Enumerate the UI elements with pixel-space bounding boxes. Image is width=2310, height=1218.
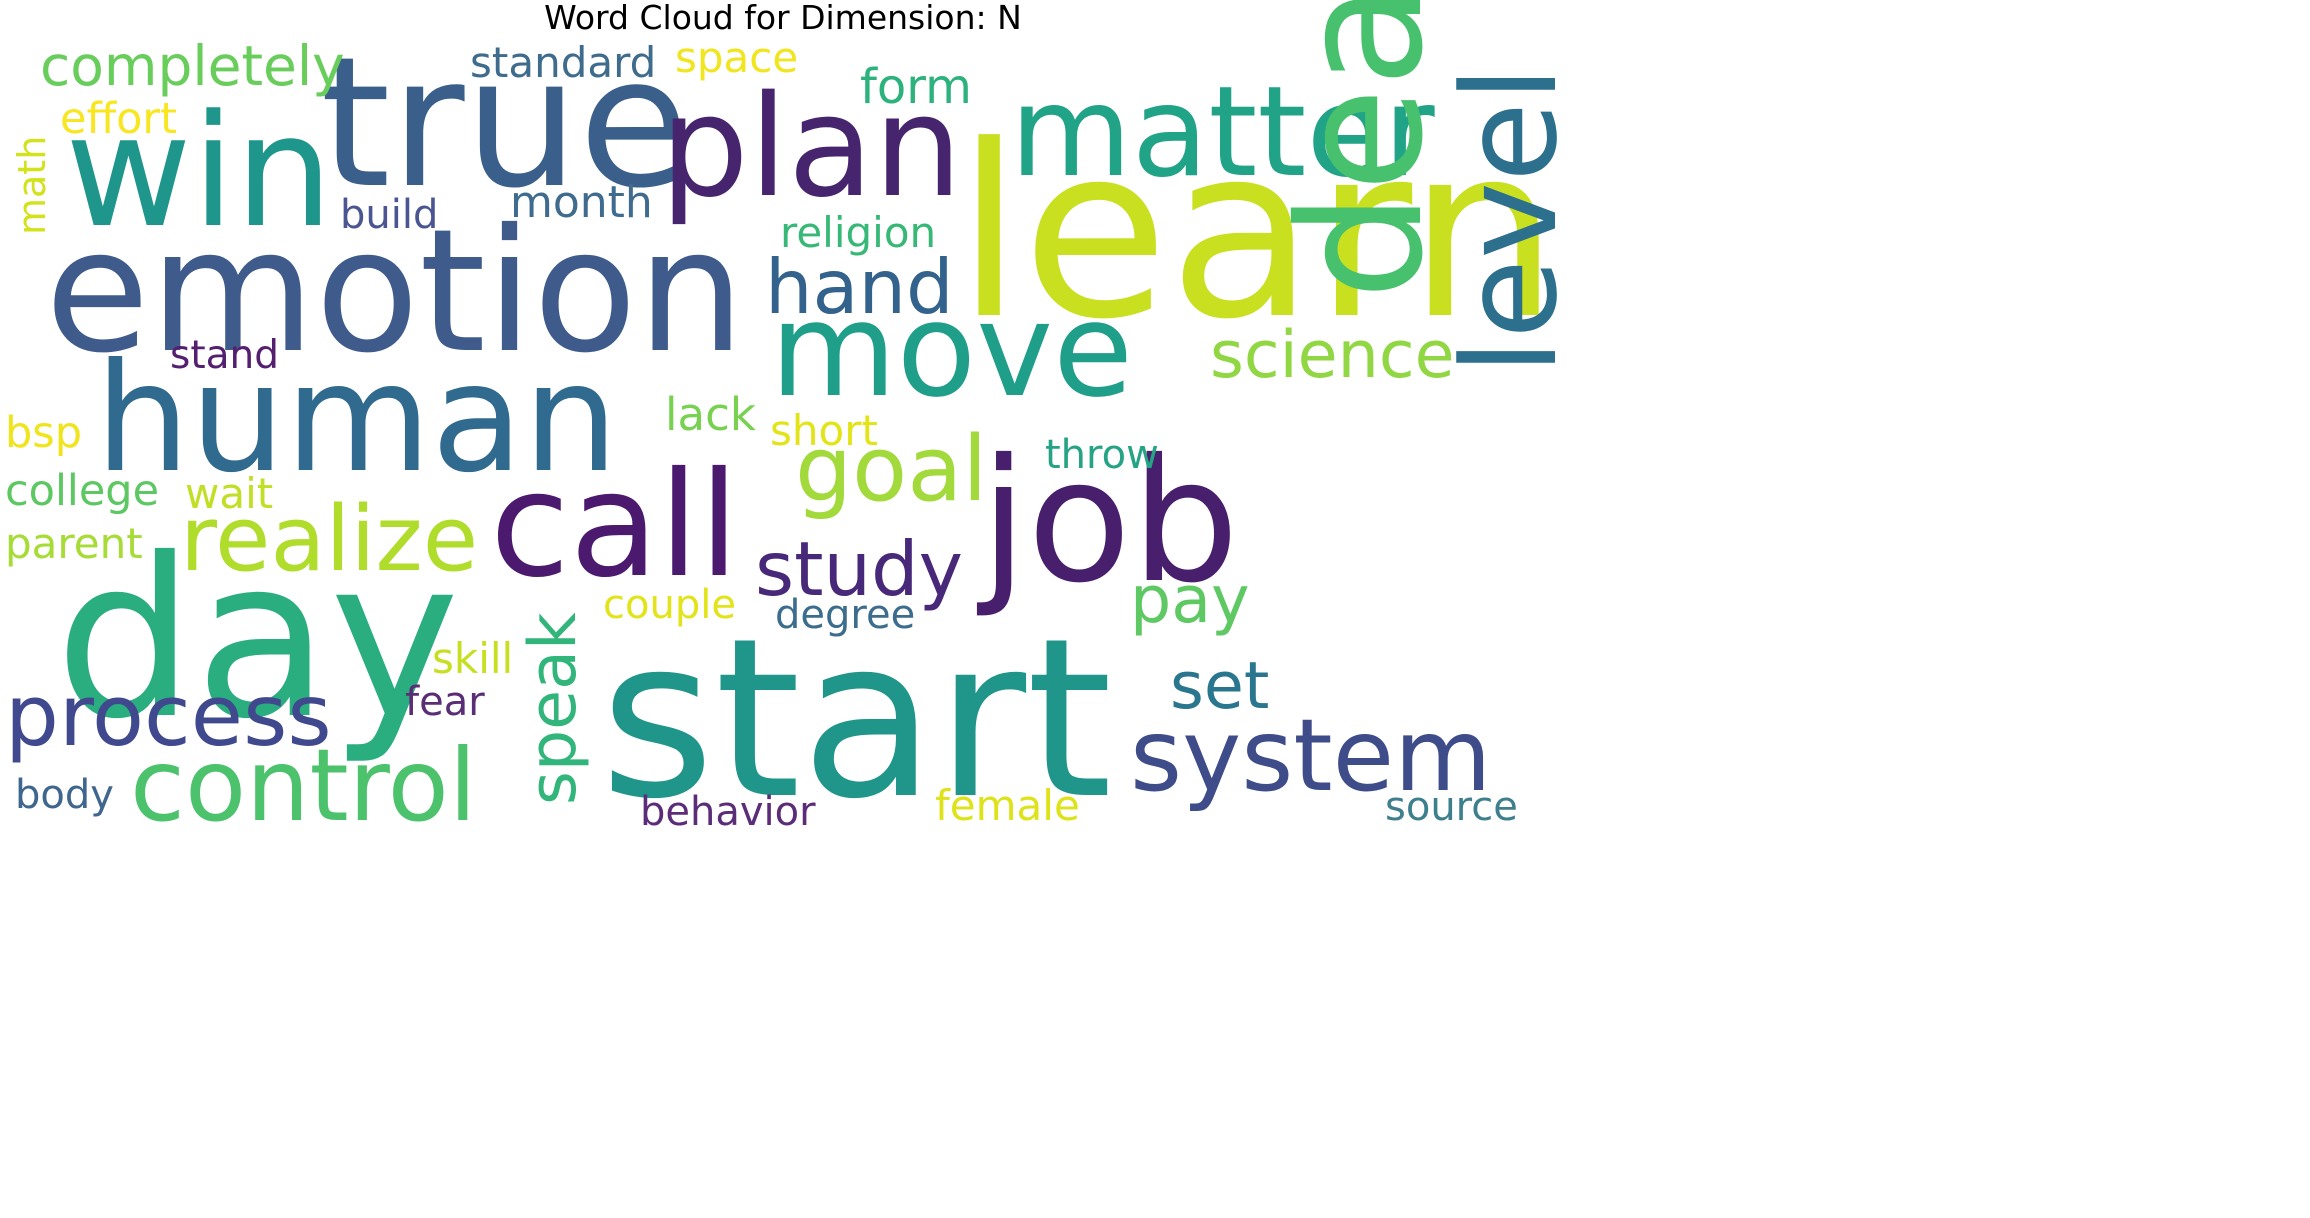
word-completely: completely <box>40 34 345 98</box>
word-wait: wait <box>185 469 273 518</box>
word-job: job <box>976 423 1239 621</box>
chart-title: Word Cloud for Dimension: N <box>544 0 1022 37</box>
word-process: process <box>5 667 332 766</box>
word-learn: learn <box>956 95 1559 372</box>
word-bsp: bsp <box>5 408 82 458</box>
word-study: study <box>755 525 963 613</box>
word-human: human <box>95 332 618 506</box>
word-skill: skill <box>432 634 513 683</box>
word-behavior: behavior <box>640 789 816 835</box>
word-source: source <box>1385 784 1518 830</box>
word-win: win <box>65 81 333 262</box>
word-speak: speak <box>516 612 591 805</box>
word-call: call <box>490 441 739 610</box>
word-degree: degree <box>775 592 915 638</box>
word-college: college <box>5 466 159 516</box>
word-deal: deal <box>1263 0 1461 300</box>
word-day: day <box>55 511 460 767</box>
cloud-background <box>0 40 1566 840</box>
word-female: female <box>935 781 1080 830</box>
word-couple: couple <box>603 582 736 628</box>
word-move: move <box>770 274 1133 426</box>
word-system: system <box>1130 697 1492 814</box>
word-realize: realize <box>180 487 478 592</box>
word-true: true <box>320 19 689 228</box>
word-month: month <box>510 177 653 228</box>
word-level: level <box>1434 66 1586 375</box>
word-start: start <box>600 591 1112 847</box>
word-set: set <box>1170 649 1269 724</box>
word-science: science <box>1210 318 1455 393</box>
word-body: body <box>15 772 114 818</box>
word-build: build <box>340 192 438 238</box>
word-throw: throw <box>1045 432 1159 478</box>
word-lack: lack <box>665 388 756 441</box>
word-pay: pay <box>1130 563 1250 638</box>
word-goal: goal <box>795 417 987 522</box>
word-standard: standard <box>470 38 656 87</box>
word-plan: plan <box>660 66 962 229</box>
word-math: math <box>10 136 54 235</box>
word-space: space <box>675 33 798 82</box>
word-hand: hand <box>765 243 954 331</box>
word-matter: matter <box>1010 60 1435 205</box>
word-stand: stand <box>170 333 279 378</box>
word-effort: effort <box>60 94 177 144</box>
word-control: control <box>130 727 477 844</box>
word-parent: parent <box>5 519 143 568</box>
word-religion: religion <box>780 208 936 257</box>
word-short: short <box>770 406 878 455</box>
word-fear: fear <box>405 679 485 725</box>
word-emotion: emotion <box>45 193 745 391</box>
word-form: form <box>860 59 972 115</box>
